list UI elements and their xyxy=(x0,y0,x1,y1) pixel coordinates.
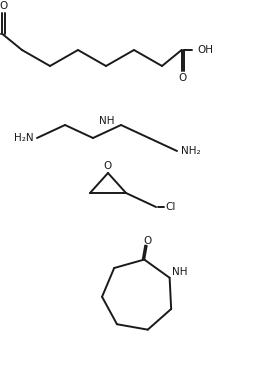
Text: OH: OH xyxy=(198,45,214,55)
Text: O: O xyxy=(0,1,8,11)
Text: O: O xyxy=(104,161,112,171)
Text: O: O xyxy=(143,236,152,246)
Text: NH: NH xyxy=(172,267,188,277)
Text: O: O xyxy=(179,73,187,83)
Text: Cl: Cl xyxy=(166,202,176,212)
Text: H₂N: H₂N xyxy=(14,133,34,143)
Text: NH₂: NH₂ xyxy=(181,146,201,156)
Text: NH: NH xyxy=(99,117,115,126)
